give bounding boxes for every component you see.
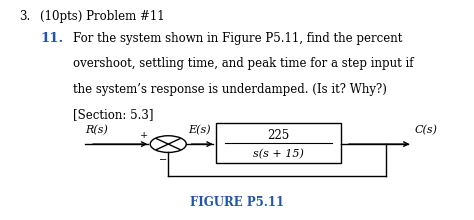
Text: (10pts) Problem #11: (10pts) Problem #11 — [40, 10, 165, 23]
Text: For the system shown in Figure P5.11, find the percent: For the system shown in Figure P5.11, fi… — [73, 32, 403, 45]
Bar — [216, 123, 341, 163]
Text: 11.: 11. — [40, 32, 64, 45]
Text: +: + — [140, 131, 148, 140]
Text: s(s + 15): s(s + 15) — [253, 149, 304, 159]
Text: R(s): R(s) — [85, 125, 108, 135]
Text: the system’s response is underdamped. (Is it? Why?): the system’s response is underdamped. (I… — [73, 82, 387, 95]
Text: E(s): E(s) — [189, 125, 211, 135]
Text: overshoot, settling time, and peak time for a step input if: overshoot, settling time, and peak time … — [73, 57, 414, 70]
Text: 3.: 3. — [19, 10, 30, 23]
Text: FIGURE P5.11: FIGURE P5.11 — [190, 196, 284, 209]
Text: [Section: 5.3]: [Section: 5.3] — [73, 108, 154, 121]
Text: C(s): C(s) — [415, 125, 438, 135]
Text: −: − — [159, 156, 167, 165]
Text: 225: 225 — [267, 129, 290, 142]
